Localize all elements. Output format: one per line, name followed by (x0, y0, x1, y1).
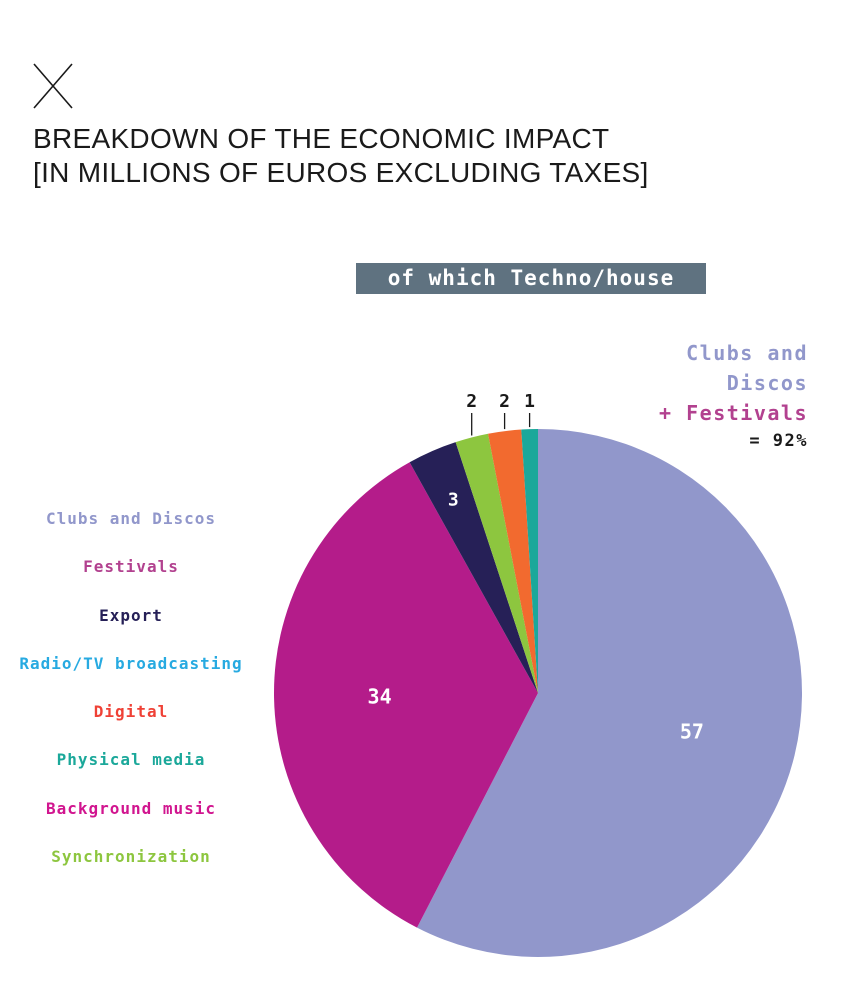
legend-item: Background music (45, 798, 217, 818)
legend-item: Radio/TV broadcasting (19, 653, 243, 673)
pie-slice (417, 428, 803, 957)
slice-value-label: 3 (448, 490, 459, 511)
x-close-icon (33, 63, 73, 109)
slice-value-label: 34 (368, 685, 392, 709)
callout-line-1: Clubs and (686, 341, 808, 365)
pie-slice (455, 433, 538, 693)
legend-item: Festivals (83, 557, 179, 577)
chart-legend: Clubs and Discos Festivals Export Radio/TV … (0, 504, 262, 890)
pie-slice (273, 462, 538, 928)
legend-item: Physical media (56, 750, 206, 770)
callout-line-3: + Festivals (659, 401, 808, 425)
slice-value-label: 2 (466, 391, 477, 412)
slice-value-label: 2 (499, 391, 510, 412)
callout-line-2: Discos (726, 371, 808, 395)
title-line-1: BREAKDOWN OF THE ECONOMIC IMPACT (33, 123, 610, 154)
page-title: BREAKDOWN OF THE ECONOMIC IMPACT [IN MIL… (33, 122, 649, 190)
pie-slice (409, 442, 538, 693)
legend-item: Digital (93, 702, 169, 722)
pie-slice (488, 429, 538, 693)
slice-value-label: 57 (680, 719, 704, 743)
share-callout: Clubs and Discos + Festivals = 92% (659, 338, 808, 454)
legend-item: Clubs and Discos (45, 509, 217, 528)
legend-item: Export (99, 605, 163, 625)
callout-percent: = 92% (749, 431, 808, 451)
legend-item: Synchronization (51, 847, 211, 867)
pie-slice (521, 429, 538, 693)
chart-subtitle: of which Techno/house (356, 263, 706, 294)
title-line-2: [IN MILLIONS OF EUROS EXCLUDING TAXES] (33, 157, 649, 188)
slice-value-label: 1 (524, 391, 535, 412)
